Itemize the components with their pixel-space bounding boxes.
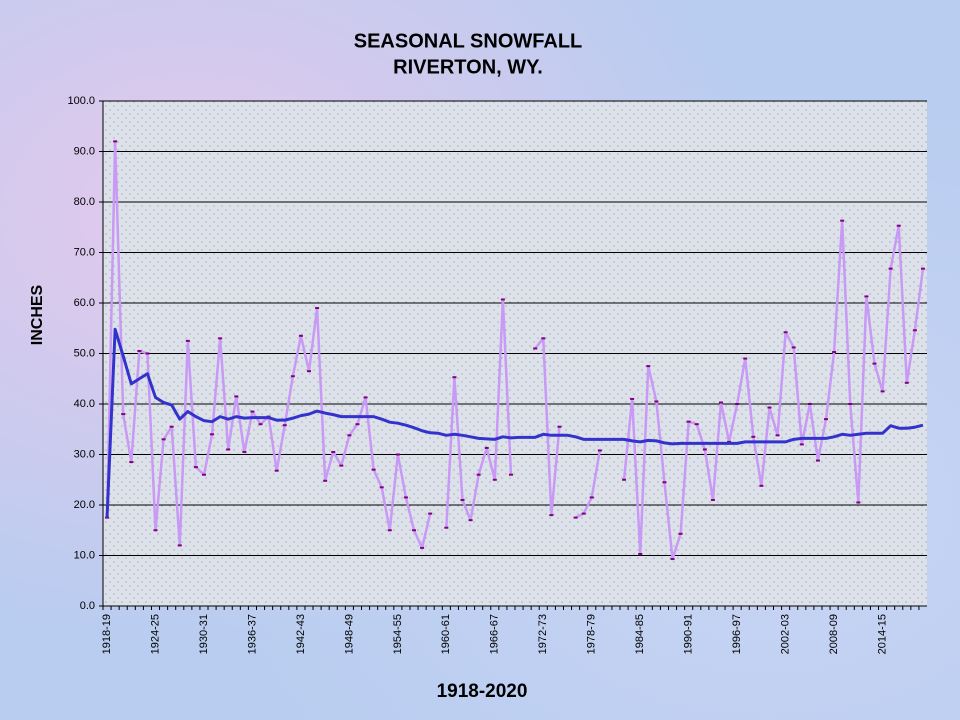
- chart-subtitle: RIVERTON, WY.: [393, 56, 543, 78]
- y-tick-label: 100.0: [67, 95, 95, 107]
- y-tick-label: 80.0: [74, 196, 95, 208]
- y-tick-label: 30.0: [74, 448, 95, 460]
- x-tick-label: 1972-73: [537, 614, 549, 654]
- x-tick-label: 1954-55: [392, 614, 404, 654]
- x-tick-label: 1942-43: [295, 614, 307, 654]
- x-tick-label: 1966-67: [489, 614, 501, 654]
- x-tick-label: 1948-49: [343, 614, 355, 654]
- x-tick-label: 2002-03: [780, 614, 792, 654]
- x-tick-label: 1960-61: [440, 614, 452, 654]
- x-tick-label: 1990-91: [683, 614, 695, 654]
- x-tick-label: 2008-09: [828, 614, 840, 654]
- y-tick-label: 20.0: [74, 499, 95, 511]
- x-tick-label: 2014-15: [876, 614, 888, 654]
- chart-title: SEASONAL SNOWFALL: [354, 30, 583, 52]
- x-tick-label: 1936-37: [246, 614, 258, 654]
- y-tick-label: 60.0: [74, 297, 95, 309]
- x-tick-label: 1996-97: [731, 614, 743, 654]
- y-tick-label: 40.0: [74, 398, 95, 410]
- x-tick-label: 1978-79: [586, 614, 598, 654]
- x-tick-label: 1930-31: [198, 614, 210, 654]
- x-tick-label: 1924-25: [149, 614, 161, 654]
- x-tick-label: 1918-19: [101, 614, 113, 654]
- y-tick-label: 90.0: [74, 145, 95, 157]
- y-tick-label: 10.0: [74, 549, 95, 561]
- y-tick-label: 0.0: [80, 600, 95, 612]
- x-tick-label: 1984-85: [634, 614, 646, 654]
- y-tick-label: 70.0: [74, 246, 95, 258]
- y-tick-label: 50.0: [74, 347, 95, 359]
- series-line: [105, 327, 924, 518]
- y-axis-label: INCHES: [29, 284, 46, 345]
- x-axis-label: 1918-2020: [437, 681, 528, 702]
